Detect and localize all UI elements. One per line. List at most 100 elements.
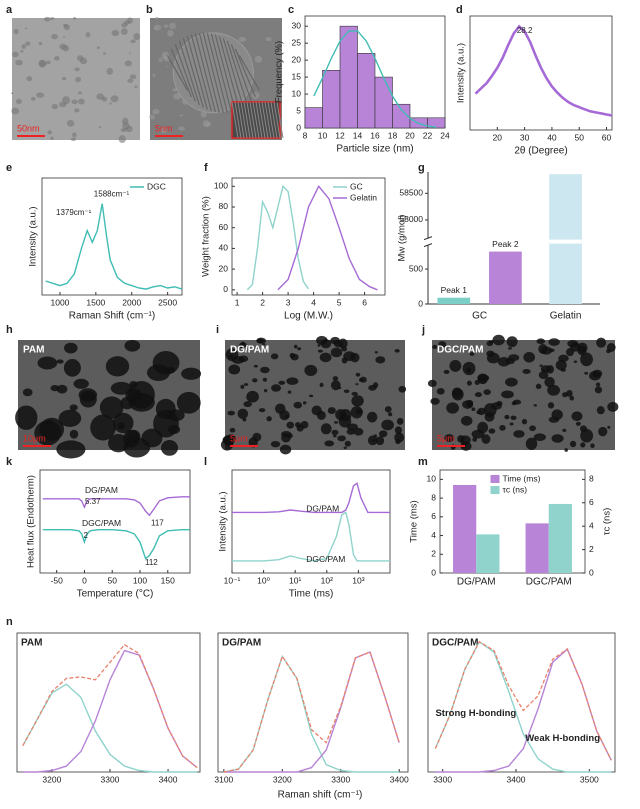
texture bbox=[316, 410, 326, 420]
annotation: 1379cm⁻¹ bbox=[56, 208, 92, 217]
inset-lattice bbox=[270, 101, 278, 139]
x-tick-label: 1000 bbox=[50, 297, 69, 307]
texture bbox=[110, 381, 132, 395]
texture bbox=[99, 396, 124, 419]
axis-break bbox=[424, 238, 432, 245]
panel-letter: i bbox=[216, 324, 219, 336]
texture bbox=[118, 135, 126, 144]
texture bbox=[535, 383, 542, 389]
bar bbox=[476, 534, 500, 573]
y-tick-label: 10 bbox=[427, 474, 437, 484]
panel-letter: j bbox=[421, 324, 425, 336]
annotation: 2 bbox=[84, 531, 89, 540]
texture bbox=[239, 342, 247, 348]
texture bbox=[90, 414, 116, 441]
x-tick-label: 10 bbox=[318, 130, 328, 140]
texture bbox=[172, 88, 177, 92]
texture bbox=[344, 440, 351, 447]
x-tick-label: 60 bbox=[602, 132, 612, 142]
texture bbox=[75, 76, 81, 83]
panel-letter: c bbox=[288, 4, 294, 16]
texture bbox=[54, 56, 60, 61]
x-tick-label: 22 bbox=[423, 130, 433, 140]
annotation: 28.2 bbox=[517, 26, 533, 35]
data-line bbox=[223, 651, 400, 773]
texture bbox=[74, 67, 80, 72]
panel-letter: g bbox=[418, 162, 425, 174]
texture bbox=[438, 341, 447, 348]
lattice bbox=[170, 48, 192, 98]
texture bbox=[70, 137, 77, 141]
panel-letter: m bbox=[418, 456, 428, 468]
texture bbox=[580, 442, 586, 448]
texture bbox=[598, 426, 608, 437]
data-line bbox=[474, 24, 613, 117]
texture bbox=[260, 366, 270, 374]
data-line bbox=[223, 651, 400, 773]
texture bbox=[50, 136, 54, 140]
hist-bar bbox=[304, 107, 323, 129]
texture bbox=[338, 414, 352, 428]
hist-bar bbox=[357, 53, 376, 129]
texture bbox=[46, 60, 51, 65]
texture bbox=[436, 387, 445, 395]
bar bbox=[489, 251, 522, 304]
texture bbox=[394, 432, 405, 443]
texture bbox=[98, 126, 102, 128]
lattice bbox=[194, 33, 216, 113]
legend-label: τc (ns) bbox=[503, 484, 528, 494]
texture bbox=[51, 33, 59, 40]
texture bbox=[332, 376, 339, 381]
bar-label: Peak 2 bbox=[492, 239, 519, 249]
texture bbox=[569, 395, 575, 401]
texture bbox=[446, 402, 460, 414]
texture bbox=[78, 388, 98, 402]
texture bbox=[477, 421, 489, 434]
texture bbox=[85, 32, 91, 38]
texture bbox=[378, 430, 388, 438]
texture bbox=[254, 55, 263, 63]
texture bbox=[375, 436, 385, 446]
inset-lattice bbox=[249, 101, 257, 139]
texture bbox=[562, 392, 568, 398]
inset-lattice bbox=[258, 101, 266, 139]
texture bbox=[129, 381, 138, 388]
texture bbox=[346, 428, 356, 435]
x-tick-label: 2 bbox=[260, 297, 265, 307]
texture bbox=[63, 359, 81, 377]
texture bbox=[384, 406, 392, 413]
texture bbox=[120, 28, 128, 35]
texture bbox=[51, 103, 59, 110]
x-axis-label: Raman shift (cm⁻¹) bbox=[278, 790, 363, 801]
texture bbox=[562, 428, 567, 433]
y-tick-label: 6 bbox=[431, 511, 436, 521]
lattice bbox=[166, 55, 188, 91]
texture bbox=[240, 384, 245, 389]
texture bbox=[510, 415, 517, 420]
x-tick-label: 10¹ bbox=[289, 575, 301, 585]
texture bbox=[270, 353, 279, 360]
texture bbox=[238, 36, 247, 42]
y-tick-label: 20 bbox=[219, 263, 229, 273]
x-tick-label: 3200 bbox=[42, 774, 61, 784]
y-tick-label: 8 bbox=[431, 492, 436, 502]
x-tick-label: 40 bbox=[547, 132, 557, 142]
texture bbox=[178, 126, 186, 131]
hist-bar bbox=[322, 70, 341, 129]
x-tick-label: 5 bbox=[337, 297, 342, 307]
panel-letter: d bbox=[456, 4, 463, 16]
texture bbox=[302, 401, 307, 405]
inset-lattice bbox=[255, 101, 263, 139]
scale-label: 50nm bbox=[17, 123, 40, 133]
texture bbox=[592, 369, 603, 378]
texture bbox=[279, 444, 292, 455]
inset-lattice bbox=[243, 101, 251, 139]
x-tick-label: 3400 bbox=[159, 774, 178, 784]
texture bbox=[319, 352, 332, 363]
texture bbox=[158, 57, 163, 62]
texture bbox=[330, 347, 343, 358]
series-label: DGC/PAM bbox=[306, 554, 345, 564]
y-axis-label: Intensity (a.u.) bbox=[456, 43, 467, 103]
annotation: 5.37 bbox=[85, 497, 101, 506]
y-axis-label: Mw (g/mol) bbox=[397, 215, 408, 262]
